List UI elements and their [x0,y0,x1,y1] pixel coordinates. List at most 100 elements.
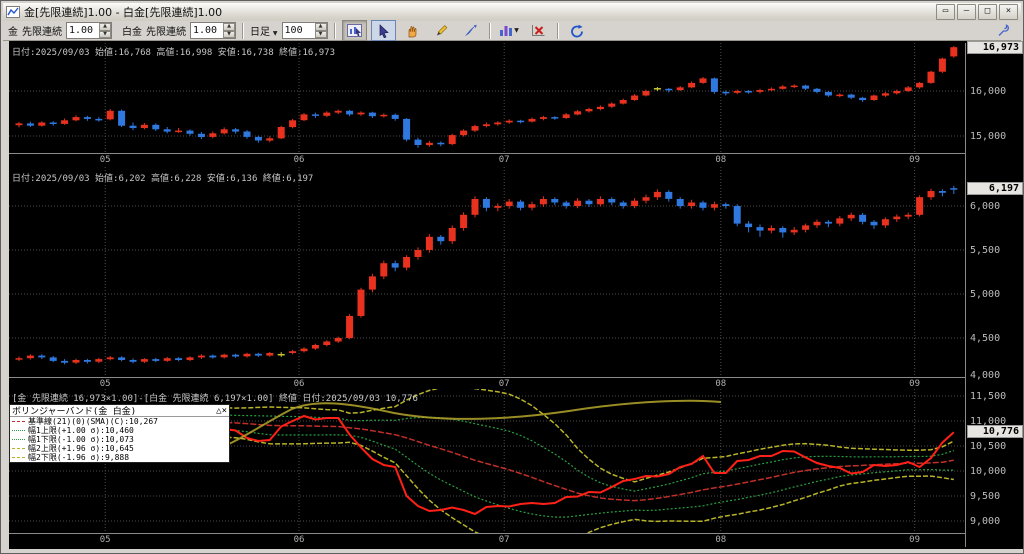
chevron-down-icon: ▼ [514,27,519,34]
refresh-button[interactable] [565,20,590,41]
toolbar-separator [242,22,244,39]
pencil-tool-button[interactable] [429,20,454,41]
float-window-button[interactable]: ▭ [936,4,955,20]
legend-row: 幅1下限(-1.00 σ):10,073 [10,435,229,444]
platinum-candlestick-chart[interactable] [9,167,965,377]
minimize-button[interactable]: – [957,4,976,20]
legend-row: 幅2下限(-1.96 σ):9,888 [10,453,229,462]
y-axis-tick-label: 15,000 [970,131,1007,142]
legend-row-label: 幅2下限(-1.96 σ):9,888 [28,453,130,462]
ratio2-value[interactable]: 1.00 [193,25,218,36]
draw-arrow-tool-button[interactable] [458,20,483,41]
toolbar: 金 先限連続 1.00 ▲ ▼ 白金 先限連続 1.00 ▲ ▼ 日足 ▼ 100 … [3,20,1021,41]
toolbar-separator [488,22,491,39]
x-axis-month-label: 05 [99,155,111,165]
x-axis-month-label: 05 [99,535,111,545]
legend-title: ボリンジャーバンド(金 白金) [12,407,137,417]
bars-value[interactable]: 100 [284,25,303,36]
toolbar-separator [556,22,559,39]
maximize-button[interactable]: □ [978,4,997,20]
ratio1-spinner[interactable]: 1.00 ▲ ▼ [66,22,112,39]
price-axis[interactable]: 16,000 15,000 16,973 6,000 5,500 5,000 4,500 4,… [967,41,1023,549]
y-axis-tick-label: 16,000 [970,86,1007,97]
legend-row: 基準線(21)(0)(SMA)(C):10,267 [10,417,229,426]
legend-line-marker [12,439,25,440]
legend-close-icon[interactable]: × [221,405,227,416]
spread-x-axis: 05 06 07 08 09 [9,533,965,547]
legend-row: 幅2上限(+1.96 σ):10,645 [10,444,229,453]
line-chart-icon [6,6,20,18]
spin-up-icon[interactable]: ▲ [314,23,327,31]
y-axis-tick-label: 4,500 [970,333,1001,344]
ratio2-arrows[interactable]: ▲ ▼ [223,23,235,38]
x-axis-month-label: 07 [498,155,510,165]
hand-tool-button[interactable] [400,20,425,41]
ratio1-arrows[interactable]: ▲ ▼ [99,23,111,38]
legend-row-label: 幅2上限(+1.96 σ):10,645 [28,444,134,453]
y-axis-tick-label: 10,500 [970,441,1007,452]
x-axis-month-label: 08 [715,379,727,389]
cursor-tool-button[interactable] [370,20,396,41]
x-axis-month-label: 06 [293,535,305,545]
plot-right-border [965,43,966,547]
spin-down-icon[interactable]: ▼ [223,30,235,38]
legend-row-label: 基準線(21)(0)(SMA)(C):10,267 [28,417,158,426]
legend-line-marker [12,457,25,458]
x-axis-month-label: 06 [293,155,305,165]
bollinger-legend: ボリンジャーバンド(金 白金) △× 基準線(21)(0)(SMA)(C):10… [9,404,230,463]
spin-up-icon[interactable]: ▲ [99,23,111,31]
x-axis-month-label: 09 [909,155,921,165]
settings-wrench-button[interactable] [991,20,1016,41]
cursor-icon [379,23,389,38]
chart-mode-button[interactable] [341,20,367,41]
y-axis-tick-label: 11,000 [970,416,1007,427]
wrench-icon [998,24,1009,36]
x-axis-month-label: 06 [293,379,305,389]
y-axis-tick-label: 5,000 [970,289,1001,300]
y-axis-tick-label: 9,500 [970,491,1001,502]
legend-row-label: 幅1上限(+1.00 σ):10,460 [28,426,134,435]
hand-icon [408,25,416,37]
current-price-box: 16,973 [967,41,1023,54]
pencil-icon [436,24,447,35]
x-axis-month-label: 09 [909,379,921,389]
chart-mode-icon [346,24,362,37]
symbol2-label: 白金 [122,27,142,38]
y-axis-tick-label: 11,500 [970,391,1007,402]
gold-x-axis: 05 06 07 08 09 [9,153,965,167]
current-price-box: 6,197 [967,181,1023,195]
x-axis-month-label: 07 [498,535,510,545]
current-price-box: 10,776 [967,425,1023,439]
spin-down-icon[interactable]: ▼ [99,30,111,38]
bars-spinner[interactable]: 100 ▲ ▼ [281,22,328,39]
window-title: 金[先限連続]1.00 - 白金[先限連続]1.00 [24,6,223,19]
spin-down-icon[interactable]: ▼ [314,30,327,38]
toolbar-separator [333,22,336,39]
bars-arrows[interactable]: ▲ ▼ [314,23,327,38]
x-axis-month-label: 08 [715,155,727,165]
chart-region: 日付:2025/09/03 始値:16,768 高値:16,998 安値:16,… [9,41,1023,549]
gold-candlestick-chart[interactable] [9,43,965,153]
delete-indicator-button[interactable] [526,20,551,41]
legend-buttons[interactable]: △× [216,406,227,416]
spin-up-icon[interactable]: ▲ [223,23,235,31]
indicator-button[interactable]: ▼ [497,20,522,41]
period-dropdown[interactable]: 日足 ▼ [250,27,278,38]
delete-indicator-icon [531,25,545,36]
x-axis-month-label: 09 [909,535,921,545]
contract1-label: 先限連続 [22,27,62,38]
legend-line-marker [12,430,25,431]
legend-line-marker [12,421,25,422]
symbol1-label: 金 [8,27,18,38]
contract2-label: 先限連続 [146,27,186,38]
x-axis-month-label: 07 [498,379,510,389]
x-axis-month-label: 08 [715,535,727,545]
window-controls: ▭ – □ × [936,4,1018,20]
ratio2-spinner[interactable]: 1.00 ▲ ▼ [190,22,236,39]
ratio1-value[interactable]: 1.00 [69,25,94,36]
close-button[interactable]: × [999,4,1018,20]
title-bar[interactable]: 金[先限連続]1.00 - 白金[先限連続]1.00 ▭ – □ × [3,3,1021,21]
y-axis-tick-label: 6,000 [970,201,1001,212]
legend-row: 幅1上限(+1.00 σ):10,460 [10,426,229,435]
